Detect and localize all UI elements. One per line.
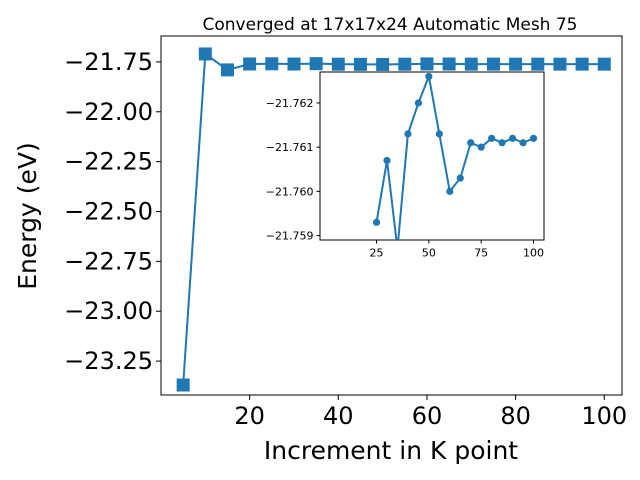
main-data-point (575, 57, 589, 71)
inset-data-point (529, 134, 538, 142)
main-data-point (464, 57, 478, 71)
main-data-point (353, 57, 367, 71)
inset-x-tick-label: 75 (474, 247, 488, 260)
inset-series-line (375, 75, 534, 240)
inset-data-point (467, 139, 475, 147)
main-data-point (331, 57, 345, 71)
main-y-tick-label: −22.75 (64, 247, 153, 275)
main-data-point (442, 57, 456, 71)
inset-frame (319, 71, 545, 241)
inset-data-point (488, 134, 496, 142)
inset-series-group (372, 72, 538, 240)
inset-data-point (425, 72, 433, 81)
inset-data-point (456, 174, 464, 182)
main-data-point (198, 47, 212, 61)
inset-y-tick-label: −21.761 (266, 141, 314, 154)
main-y-tick-label: −22.50 (64, 198, 153, 226)
main-x-tick-label: 80 (500, 402, 531, 430)
main-x-tick-label: 20 (234, 402, 265, 430)
inset-data-point (435, 130, 443, 138)
main-series-group (176, 47, 611, 392)
main-data-point (486, 57, 500, 71)
inset-data-point (414, 99, 422, 107)
main-y-tick-label: −23.25 (64, 347, 153, 375)
inset-x-tick-label: 25 (370, 247, 384, 260)
main-data-point (243, 57, 257, 71)
inset-data-point (404, 130, 412, 138)
main-data-point (531, 57, 545, 71)
main-x-tick-label: 40 (323, 402, 354, 430)
main-data-point (309, 57, 323, 71)
inset-x-tick-label: 50 (422, 247, 436, 260)
main-data-point (420, 57, 434, 71)
main-data-point (509, 57, 523, 71)
main-y-tick-label: −22.25 (64, 148, 153, 176)
main-data-point (287, 57, 301, 71)
chart-title: Converged at 17x17x24 Automatic Mesh 75 (203, 15, 578, 35)
main-data-point (597, 57, 611, 71)
inset-data-point (383, 156, 391, 165)
main-data-point (376, 57, 390, 71)
inset-y-tick-label: −21.760 (266, 185, 314, 198)
inset-x-tick-label: 100 (523, 247, 544, 260)
inset-data-point (498, 139, 506, 147)
main-x-tick-label: 60 (412, 402, 443, 430)
inset-data-point (508, 134, 517, 142)
inset-plot-area: 25 50 75 100 −21.762 −21.761 −21.760 −21.759 (266, 71, 545, 260)
x-axis-label: Increment in K point (264, 436, 518, 465)
main-y-tick-label: −23.00 (64, 297, 153, 325)
y-axis-label: Energy (eV) (13, 142, 42, 289)
main-data-point (553, 57, 567, 71)
inset-data-point (519, 139, 527, 147)
inset-y-tick-label: −21.762 (266, 97, 314, 110)
main-data-point (176, 378, 190, 392)
main-data-point (220, 63, 234, 77)
main-y-tick-label: −21.75 (64, 48, 153, 76)
inset-y-tick-label: −21.759 (266, 230, 314, 243)
main-x-tick-label: 100 (581, 402, 627, 430)
main-data-point (398, 57, 412, 71)
inset-data-point (477, 143, 485, 151)
inset-data-point (446, 187, 454, 195)
main-y-tick-label: −22.00 (64, 98, 153, 126)
inset-data-point (372, 218, 381, 226)
main-data-point (265, 57, 279, 71)
